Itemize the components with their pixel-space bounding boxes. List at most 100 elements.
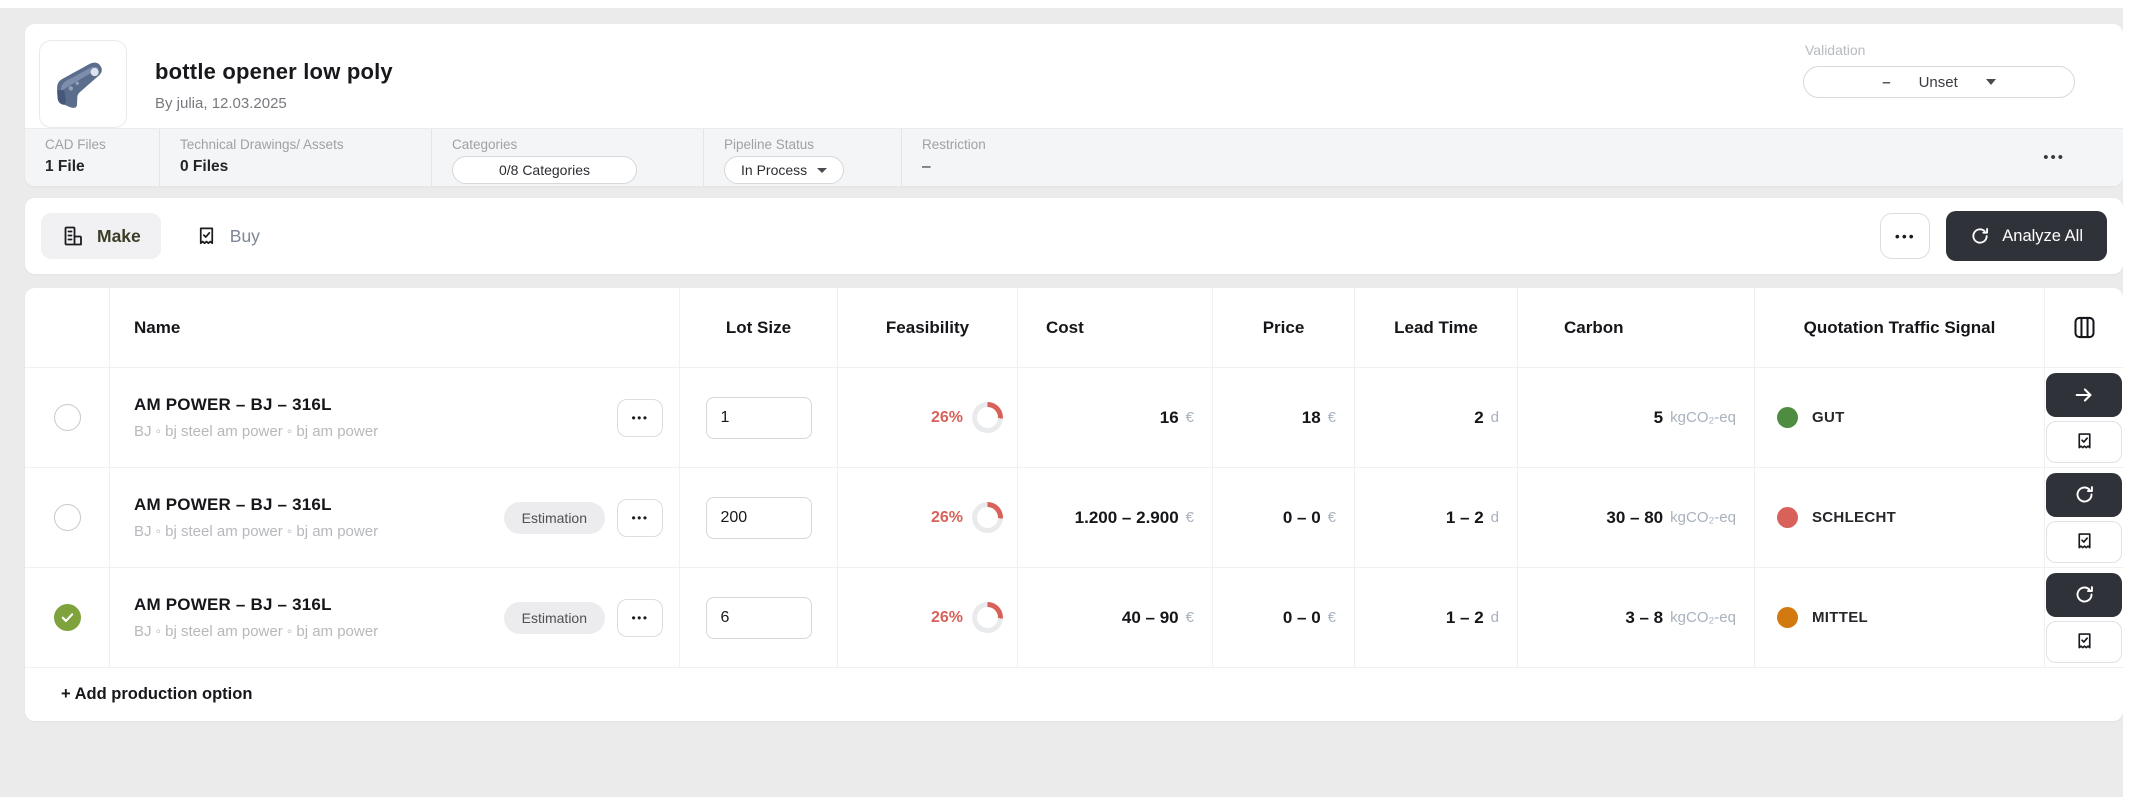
row-more-button[interactable]: ••• xyxy=(617,398,663,437)
traffic-signal-dot xyxy=(1777,507,1798,528)
row-quotation-button[interactable] xyxy=(2046,420,2122,463)
traffic-signal-label: MITTEL xyxy=(1812,609,1868,626)
column-header-lot-size: Lot Size xyxy=(680,288,838,367)
tab-make[interactable]: Make xyxy=(41,213,161,259)
receipt-check-icon xyxy=(199,226,213,244)
receipt-check-icon xyxy=(2077,433,2091,449)
header-actions-cell xyxy=(2045,288,2123,367)
info-label: Pipeline Status xyxy=(724,137,815,152)
carbon-value: 3 – 8 xyxy=(1625,607,1664,627)
info-value: 0 Files xyxy=(180,158,229,175)
row-checkbox[interactable] xyxy=(53,604,81,631)
traffic-signal-dot xyxy=(1777,607,1798,628)
row-subtitle: BJ ◦ bj steel am power ◦ bj am power xyxy=(134,523,379,540)
page-title: bottle opener low poly xyxy=(155,58,393,84)
validation-block: Validation – Unset xyxy=(1803,42,2075,98)
info-label: Categories xyxy=(452,137,518,152)
info-value: 1 File xyxy=(45,158,85,175)
info-pipeline-status: Pipeline Status In Process xyxy=(704,129,902,186)
cost-unit: € xyxy=(1185,609,1194,626)
receipt-check-icon xyxy=(2077,533,2091,549)
carbon-unit: kgCO₂-eq xyxy=(1670,609,1736,626)
pipeline-status-select[interactable]: In Process xyxy=(724,156,845,184)
column-header-cost: Cost xyxy=(1018,288,1213,367)
row-quotation-button[interactable] xyxy=(2046,520,2122,563)
columns-icon xyxy=(2073,316,2095,339)
carbon-unit: kgCO₂-eq xyxy=(1670,509,1736,526)
row-more-button[interactable]: ••• xyxy=(617,498,663,537)
part-3d-preview-image xyxy=(57,62,102,108)
carbon-unit: kgCO₂-eq xyxy=(1670,409,1736,426)
price-value: 0 – 0 xyxy=(1282,507,1321,527)
traffic-signal-label: GUT xyxy=(1812,409,1845,426)
validation-select[interactable]: – Unset xyxy=(1803,66,2075,98)
row-checkbox[interactable] xyxy=(53,504,81,531)
price-value: 0 – 0 xyxy=(1282,607,1321,627)
categories-value: 0/8 Categories xyxy=(498,162,591,178)
part-header-card: bottle opener low poly By julia, 12.03.2… xyxy=(25,24,2123,186)
traffic-signal-dot xyxy=(1777,407,1798,428)
lead-time-unit: d xyxy=(1490,609,1499,626)
price-unit: € xyxy=(1327,409,1336,426)
feasibility-ring-chart xyxy=(972,502,1003,533)
column-settings-button[interactable] xyxy=(2045,288,2123,367)
feasibility-value: 26% xyxy=(930,408,963,426)
validation-unset-mark: – xyxy=(1882,73,1891,91)
receipt-check-icon xyxy=(2077,633,2091,649)
row-more-button[interactable]: ••• xyxy=(617,598,663,637)
carbon-value: 5 xyxy=(1653,407,1664,427)
tab-buy-label: Buy xyxy=(229,225,260,246)
price-unit: € xyxy=(1327,609,1336,626)
add-production-option-button[interactable]: + Add production option xyxy=(61,685,253,703)
lead-time-value: 1 – 2 xyxy=(1445,507,1484,527)
byline: By julia, 12.03.2025 xyxy=(155,94,287,112)
table-row: AM POWER – BJ – 316L BJ ◦ bj steel am po… xyxy=(25,568,2123,668)
row-analyze-button[interactable] xyxy=(2046,572,2122,617)
info-label: Technical Drawings/ Assets xyxy=(180,137,344,152)
column-header-feasibility: Feasibility xyxy=(838,288,1018,367)
feasibility-ring-chart xyxy=(972,402,1003,433)
toolbar-right: ••• Analyze All xyxy=(1880,211,2107,261)
lead-time-unit: d xyxy=(1490,509,1499,526)
row-checkbox[interactable] xyxy=(53,404,81,431)
info-value: – xyxy=(922,158,931,175)
row-analyze-button[interactable] xyxy=(2046,472,2122,517)
analyze-all-label: Analyze All xyxy=(2002,226,2083,245)
refresh-icon xyxy=(2076,586,2093,603)
toolbar-more-button[interactable]: ••• xyxy=(1880,213,1931,259)
table-row: AM POWER – BJ – 316L BJ ◦ bj steel am po… xyxy=(25,468,2123,568)
validation-value: Unset xyxy=(1918,73,1958,91)
estimation-badge: Estimation xyxy=(503,501,605,534)
lot-size-input[interactable] xyxy=(705,496,812,539)
feasibility-value: 26% xyxy=(930,608,963,626)
info-label: Restriction xyxy=(922,137,986,152)
row-subtitle: BJ ◦ bj steel am power ◦ bj am power xyxy=(134,623,379,640)
traffic-signal-label: SCHLECHT xyxy=(1812,509,1897,526)
lot-size-input[interactable] xyxy=(705,596,812,639)
tab-buy[interactable]: Buy xyxy=(175,213,280,259)
chevron-down-icon xyxy=(1985,79,1996,85)
cost-value: 16 xyxy=(1159,407,1179,427)
column-header-carbon: Carbon xyxy=(1518,288,1755,367)
lead-time-value: 1 – 2 xyxy=(1445,607,1484,627)
row-quotation-button[interactable] xyxy=(2046,620,2122,663)
refresh-icon xyxy=(1972,228,1989,244)
info-label: CAD Files xyxy=(45,137,106,152)
arrow-right-icon xyxy=(2075,387,2092,402)
add-row: + Add production option xyxy=(25,668,2123,721)
row-subtitle: BJ ◦ bj steel am power ◦ bj am power xyxy=(134,423,379,440)
cost-unit: € xyxy=(1185,509,1194,526)
feasibility-value: 26% xyxy=(930,508,963,526)
refresh-icon xyxy=(2076,486,2093,503)
analyze-all-button[interactable]: Analyze All xyxy=(1946,211,2107,261)
header-checkbox-spacer xyxy=(25,288,110,367)
header-more-button[interactable]: ••• xyxy=(2043,149,2065,166)
categories-select[interactable]: 0/8 Categories xyxy=(452,156,637,184)
info-cad-files: CAD Files 1 File xyxy=(25,129,160,186)
tab-make-label: Make xyxy=(97,225,141,246)
row-analyze-button[interactable] xyxy=(2046,372,2122,417)
part-thumbnail[interactable] xyxy=(39,40,127,128)
table-body: AM POWER – BJ – 316L BJ ◦ bj steel am po… xyxy=(25,368,2123,668)
column-header-price: Price xyxy=(1213,288,1355,367)
lot-size-input[interactable] xyxy=(705,396,812,439)
